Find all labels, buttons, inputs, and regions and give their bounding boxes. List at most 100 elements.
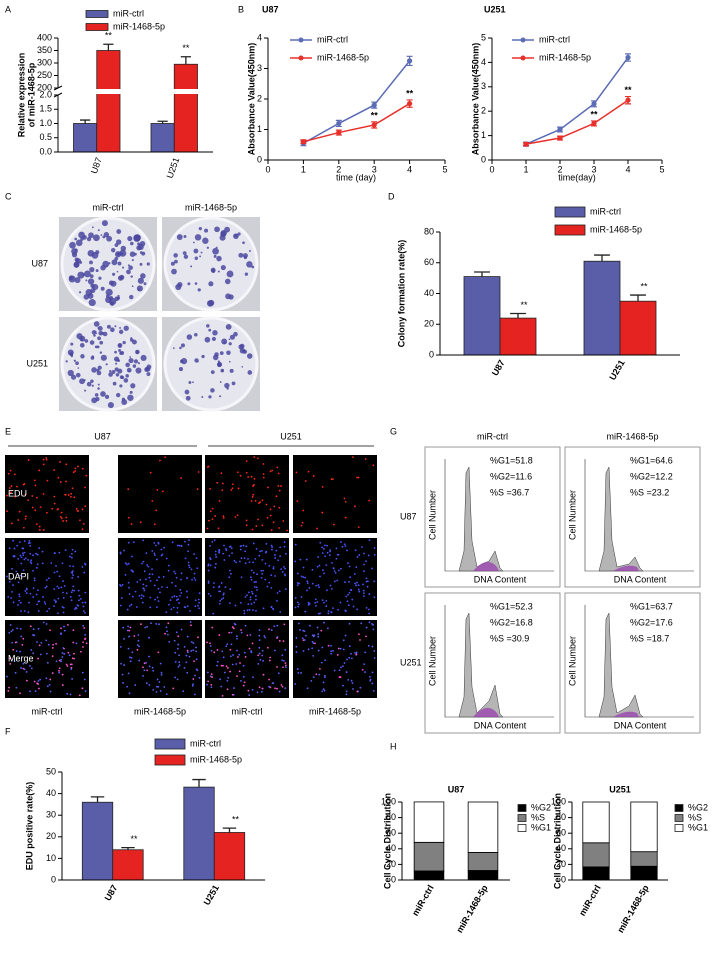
cell [37, 657, 39, 660]
cell [40, 641, 43, 644]
marker [371, 122, 377, 128]
colony [97, 336, 101, 341]
cell [194, 579, 197, 581]
colony [100, 264, 106, 271]
colony [103, 231, 110, 238]
cell [49, 629, 51, 632]
error-bar [192, 778, 206, 788]
cell [327, 610, 330, 612]
bar [173, 63, 198, 153]
cell [120, 585, 122, 587]
cell [121, 673, 124, 676]
cell [29, 625, 32, 628]
cell [61, 684, 64, 686]
cell [350, 657, 353, 660]
colony [229, 334, 236, 340]
cell [271, 469, 274, 472]
y-tick-label: 400 [37, 32, 52, 42]
y-tick-label: 300 [37, 57, 52, 67]
cell [258, 629, 261, 632]
cell [294, 560, 297, 563]
cell [246, 594, 248, 597]
cell [19, 692, 21, 695]
cell [159, 459, 161, 462]
cell [277, 672, 280, 675]
y-tick-label: 3 [257, 63, 262, 73]
y-tick-label: 20 [386, 859, 396, 869]
cell [209, 510, 212, 513]
error-bar [510, 312, 526, 319]
colony [67, 349, 74, 356]
colony [85, 279, 88, 282]
fluorescence-image [293, 538, 377, 616]
cell [362, 589, 365, 592]
cell [65, 520, 68, 522]
y-tick-label: 20 [424, 319, 434, 329]
cell [225, 548, 227, 550]
cell [329, 584, 332, 587]
cell [176, 611, 179, 614]
cell [122, 626, 125, 629]
legend-swatch [674, 814, 684, 822]
cell [272, 567, 275, 570]
colony [202, 237, 209, 244]
marker [625, 97, 631, 103]
colony [74, 248, 78, 252]
colony [74, 237, 78, 241]
cell [60, 633, 62, 636]
cell [354, 652, 356, 654]
cell [79, 519, 81, 522]
chart-title: U87 [448, 784, 465, 794]
cell [210, 649, 213, 652]
colony [241, 366, 244, 368]
cell [254, 499, 257, 502]
annotation: ** [590, 109, 598, 119]
cell [224, 586, 227, 589]
cell [228, 569, 231, 572]
cell [24, 493, 27, 496]
cell [358, 554, 361, 556]
cell [242, 664, 245, 667]
error-bar [90, 796, 105, 803]
cell [160, 548, 163, 551]
colony [133, 359, 139, 364]
cell [8, 487, 11, 489]
colony [237, 232, 241, 236]
cell [37, 627, 40, 630]
cell [222, 593, 225, 596]
colony [117, 368, 123, 374]
cell [233, 559, 236, 562]
annotation: ** [105, 31, 113, 41]
colony [82, 273, 86, 276]
cell [308, 587, 311, 589]
bar-segment [467, 851, 499, 871]
cell [336, 553, 339, 556]
bar-segment [467, 801, 499, 853]
colony [70, 342, 74, 346]
cell [54, 552, 56, 555]
colony [228, 338, 231, 341]
colony [112, 381, 117, 386]
cell [252, 493, 255, 496]
cell [32, 596, 35, 598]
cell [71, 576, 74, 579]
cell [81, 687, 84, 690]
cell [186, 605, 189, 608]
cell [82, 624, 85, 627]
cell [250, 578, 253, 581]
axis-label: DNA Content [614, 720, 667, 730]
x-tick-label: 5 [442, 164, 447, 174]
cell [39, 506, 42, 508]
cell [321, 511, 324, 514]
cell [245, 460, 248, 463]
cell [128, 635, 131, 638]
colony [120, 245, 127, 252]
cell [53, 571, 56, 574]
cell [276, 666, 278, 668]
cell [218, 585, 221, 588]
cell [242, 684, 245, 687]
cell [55, 564, 57, 567]
colony [97, 326, 103, 331]
cell [239, 679, 242, 682]
y-tick-label: 100 [551, 796, 566, 806]
